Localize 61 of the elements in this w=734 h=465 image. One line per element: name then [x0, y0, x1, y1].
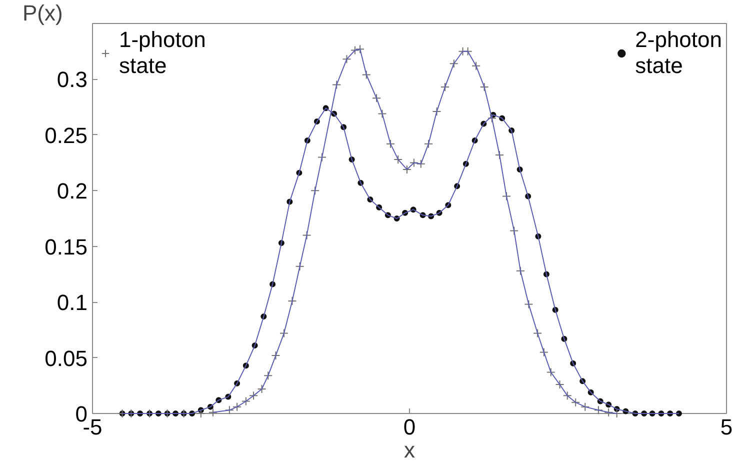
x-tick-label: 0: [403, 414, 416, 440]
point: [594, 406, 603, 415]
point: [432, 107, 442, 116]
point: [449, 59, 458, 68]
point: [612, 409, 622, 418]
point: [196, 409, 206, 418]
y-tick-label: 0.05: [44, 346, 88, 371]
point: [502, 192, 511, 201]
point: [378, 109, 387, 118]
y-tick-label: 0.3: [56, 67, 88, 92]
point: [318, 152, 327, 162]
point: [571, 398, 580, 407]
point: [386, 139, 395, 148]
point: [332, 80, 342, 90]
y-tick-label: 0.15: [44, 234, 88, 260]
point: [279, 328, 288, 338]
point: [416, 159, 426, 168]
point: [555, 380, 564, 390]
point: [249, 391, 258, 400]
point: [288, 296, 297, 306]
point: [295, 262, 304, 271]
point: [232, 402, 242, 412]
point: [533, 328, 542, 338]
point: [487, 114, 496, 123]
x-tick-label: 5: [720, 414, 733, 440]
point: [580, 402, 590, 412]
point: [440, 82, 450, 92]
point: [224, 406, 234, 415]
point: [257, 384, 266, 394]
point: [302, 230, 312, 240]
point: [362, 70, 371, 80]
y-tick-label: 0.1: [56, 290, 88, 316]
point: [516, 266, 525, 276]
legend-label: 2-photon state: [635, 27, 722, 79]
point: [310, 186, 320, 196]
point: [495, 150, 504, 160]
point: [241, 396, 250, 406]
x-axis-title: x: [404, 438, 415, 462]
point: [424, 139, 434, 148]
point: [472, 61, 481, 70]
point: [350, 46, 360, 55]
y-axis-title: P(x): [22, 0, 63, 26]
point: [510, 226, 519, 236]
point: [524, 300, 534, 309]
point: [264, 371, 273, 380]
y-tick-label: 0.25: [44, 122, 88, 148]
point: [409, 158, 418, 168]
point: [356, 44, 365, 54]
point: [546, 368, 556, 377]
point: [271, 351, 280, 360]
point: [372, 94, 382, 103]
point: [394, 154, 403, 164]
y-tick-label: 0.2: [56, 178, 88, 204]
point: [402, 164, 412, 174]
legend-label: 1-photon state: [119, 27, 206, 79]
point: [342, 54, 352, 64]
point: [562, 391, 572, 400]
point: [208, 408, 218, 417]
point: [539, 348, 548, 357]
point: [604, 408, 614, 417]
point: [480, 82, 489, 92]
